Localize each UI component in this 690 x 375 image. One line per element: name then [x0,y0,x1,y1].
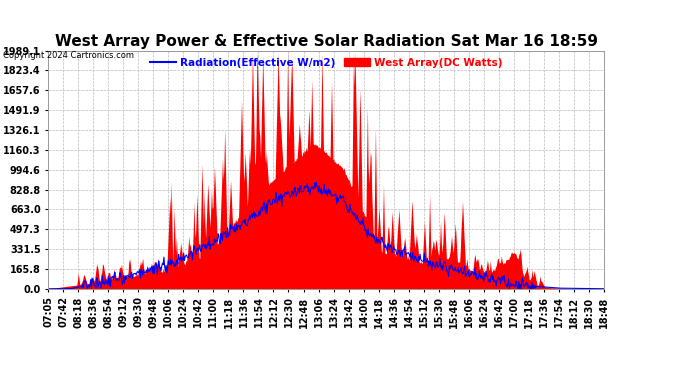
Legend: Radiation(Effective W/m2), West Array(DC Watts): Radiation(Effective W/m2), West Array(DC… [146,54,506,72]
Text: Copyright 2024 Cartronics.com: Copyright 2024 Cartronics.com [3,51,135,60]
Title: West Array Power & Effective Solar Radiation Sat Mar 16 18:59: West Array Power & Effective Solar Radia… [55,34,598,50]
